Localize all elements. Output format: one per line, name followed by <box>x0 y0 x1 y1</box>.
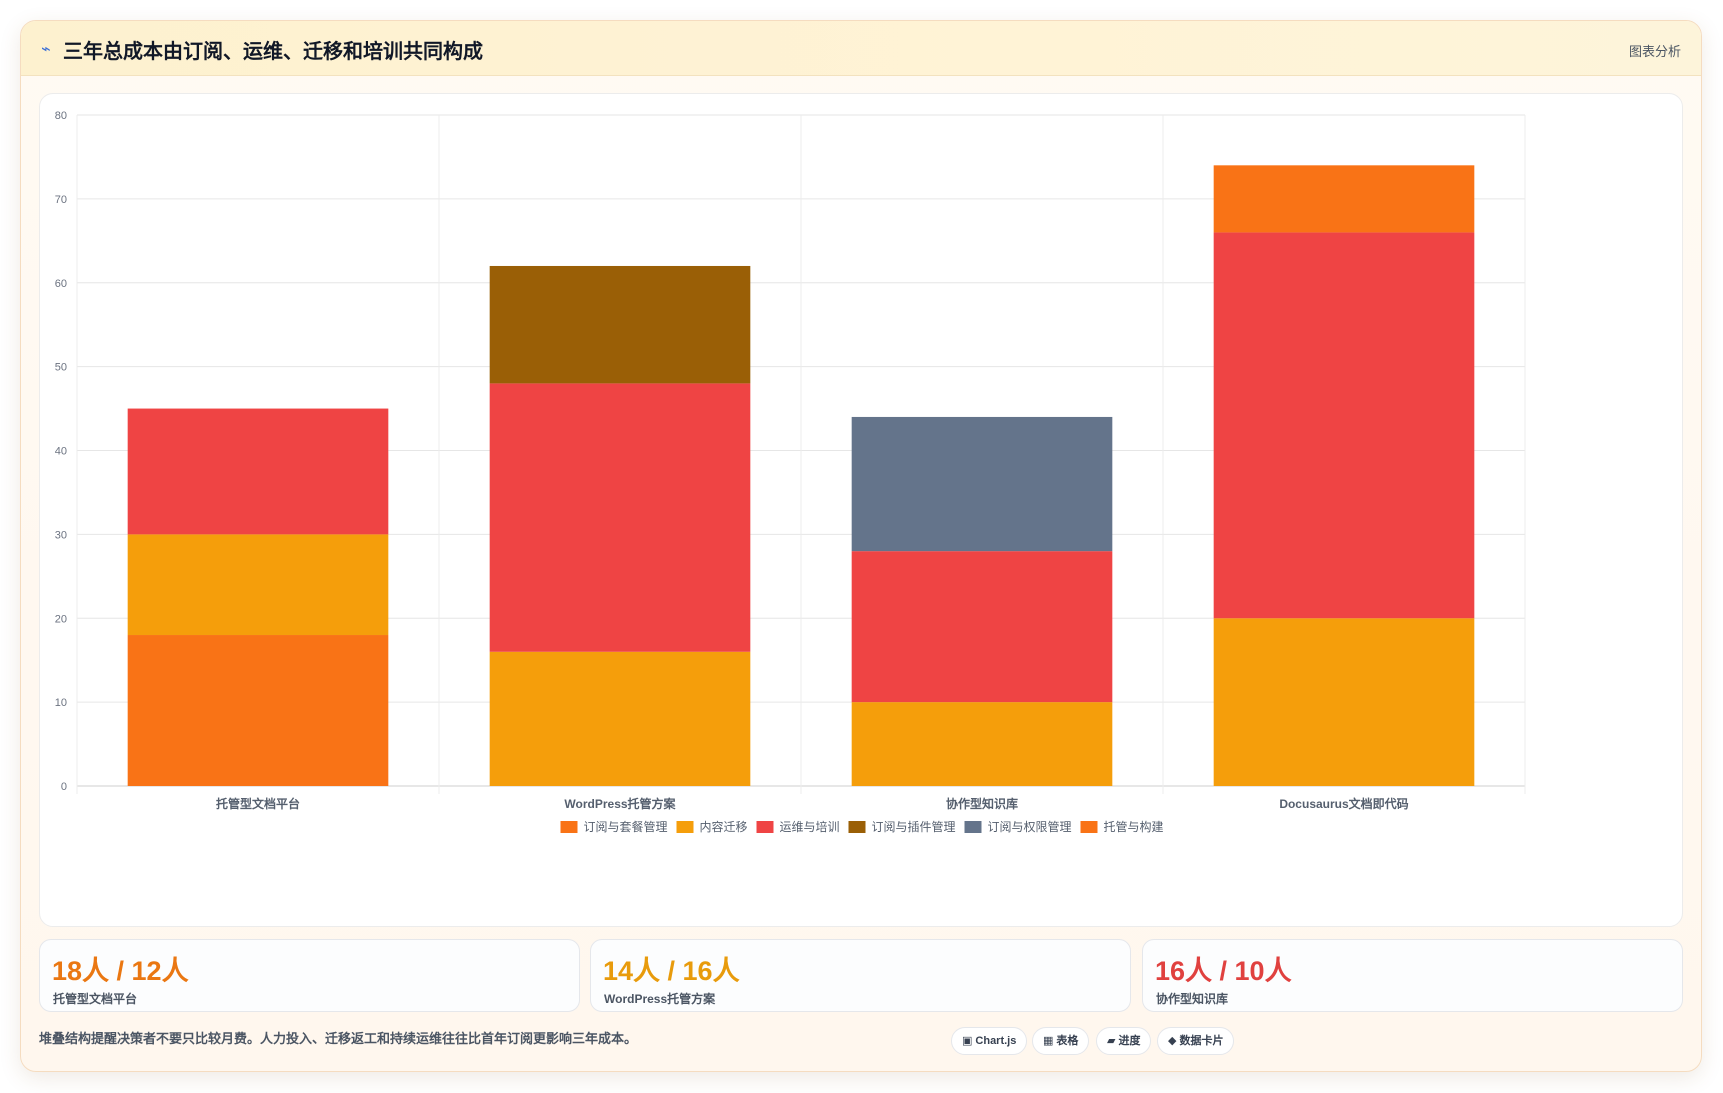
bar-segment <box>489 651 751 786</box>
bar-segment <box>1213 232 1475 619</box>
footer-note: 堆叠结构提醒决策者不要只比较月费。人力投入、迁移返工和持续运维往往比首年订阅更影… <box>39 1031 638 1046</box>
x-tick-label: Docusaurus文档即代码 <box>1279 796 1408 811</box>
legend-label: 订阅与套餐管理 <box>584 819 668 834</box>
x-tick-label: 托管型文档平台 <box>216 796 300 811</box>
x-tick-label: WordPress托管方案 <box>564 796 676 811</box>
bar-segment <box>489 383 751 652</box>
y-tick-label: 50 <box>55 362 67 374</box>
legend-swatch <box>676 821 694 833</box>
chart-panel: ⌁ 三年总成本由订阅、运维、迁移和培训共同构成 图表分析 0 10 20 30 40 50… <box>20 20 1702 1072</box>
stat-label: WordPress托管方案 <box>604 992 716 1006</box>
card-icon: ◆ <box>1168 1034 1177 1047</box>
tag-label: 进度 <box>1118 1035 1141 1047</box>
bar-segment <box>1213 165 1475 233</box>
bar-segment <box>127 534 389 636</box>
legend-swatch <box>1080 821 1098 833</box>
bar-segment <box>851 551 1113 703</box>
legend-label: 内容迁移 <box>700 819 748 834</box>
bar-segment <box>1213 618 1475 786</box>
legend-swatch <box>756 821 774 833</box>
x-tick-label: 协作型知识库 <box>946 796 1018 811</box>
tag-chartjs[interactable]: ▣ Chart.js <box>951 1027 1028 1055</box>
stat-value: 18人 / 12人 <box>52 956 189 986</box>
stat-card-collab: 16人 / 10人 协作型知识库 <box>1142 939 1683 1012</box>
progress-icon: ▰ <box>1107 1034 1116 1047</box>
bar-segment <box>489 265 751 384</box>
y-tick-label: 20 <box>55 613 67 625</box>
stat-card-hosted: 18人 / 12人 托管型文档平台 <box>39 939 580 1012</box>
legend-label: 订阅与权限管理 <box>988 819 1072 834</box>
tag-label: 表格 <box>1056 1035 1079 1047</box>
stat-card-wordpress: 14人 / 16人 WordPress托管方案 <box>590 939 1131 1012</box>
stat-label: 协作型知识库 <box>1156 992 1229 1006</box>
y-tick-label: 80 <box>55 110 67 122</box>
panel-header: ⌁ 三年总成本由订阅、运维、迁移和培训共同构成 图表分析 <box>21 21 1701 76</box>
y-tick-label: 40 <box>55 446 67 458</box>
tag-progress[interactable]: ▰ 进度 <box>1096 1027 1152 1055</box>
tag-table[interactable]: ▦ 表格 <box>1032 1027 1090 1055</box>
y-tick-label: 70 <box>55 194 67 206</box>
legend-swatch <box>964 821 982 833</box>
stacked-bar-chart: 0 10 20 30 40 50 60 70 80 托管型文档平台 WordPress托管方案 协作型… <box>55 110 1526 834</box>
stat-label: 托管型文档平台 <box>53 992 138 1006</box>
trend-icon: ⌁ <box>41 39 51 58</box>
chart-title: 三年总成本由订阅、运维、迁移和培训共同构成 <box>63 41 483 63</box>
bar-segment <box>851 702 1113 786</box>
chart-card: 0 10 20 30 40 50 60 70 80 托管型文档平台 WordPress托管方案 协作型… <box>39 93 1683 927</box>
tag-label: Chart.js <box>975 1035 1017 1047</box>
y-tick-label: 60 <box>55 278 67 290</box>
stat-value: 16人 / 10人 <box>1155 956 1292 986</box>
tag-label: 数据卡片 <box>1179 1035 1224 1047</box>
stat-value: 14人 / 16人 <box>603 956 740 986</box>
bar-segment <box>127 635 389 786</box>
chart-analysis-button[interactable]: 图表分析 <box>1628 44 1681 59</box>
bar-segment <box>851 416 1113 552</box>
legend-swatch <box>560 821 578 833</box>
y-tick-label: 0 <box>61 781 67 793</box>
chart-icon: ▣ <box>962 1034 973 1047</box>
table-icon: ▦ <box>1043 1034 1054 1047</box>
bar-segment <box>127 408 389 535</box>
y-tick-label: 30 <box>55 529 67 541</box>
legend-swatch <box>848 821 866 833</box>
legend-label: 运维与培训 <box>780 819 840 834</box>
legend-label: 托管与构建 <box>1104 819 1164 834</box>
tag-data-card[interactable]: ◆ 数据卡片 <box>1157 1027 1235 1055</box>
y-tick-label: 10 <box>55 697 67 709</box>
legend-label: 订阅与插件管理 <box>872 819 956 834</box>
